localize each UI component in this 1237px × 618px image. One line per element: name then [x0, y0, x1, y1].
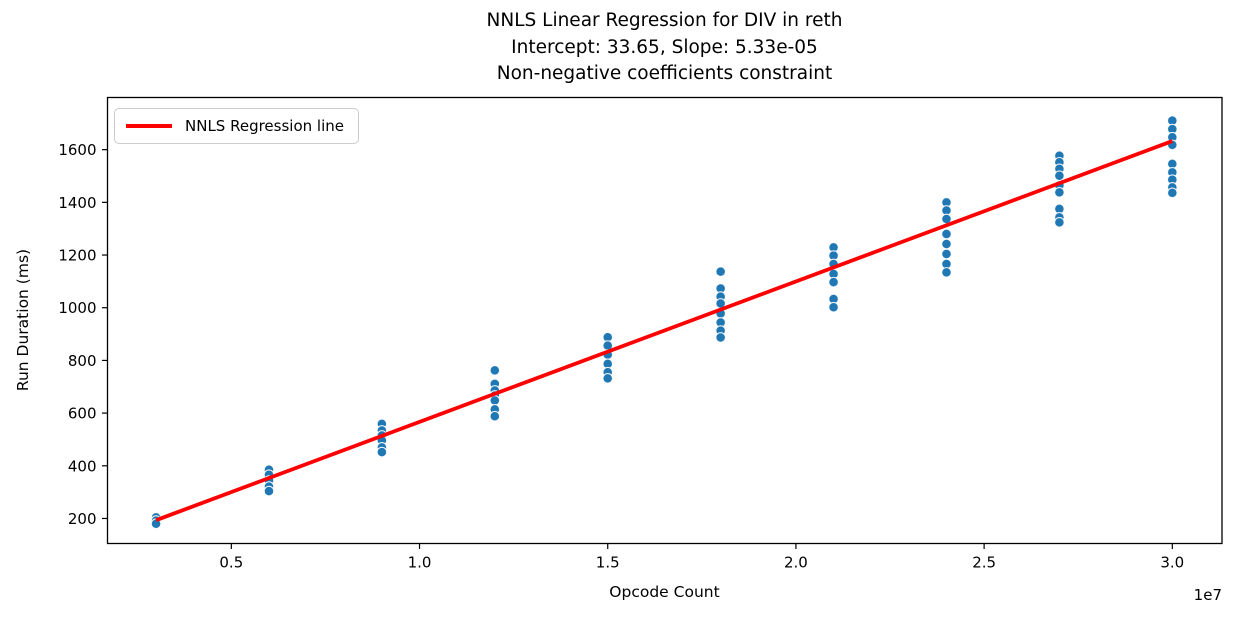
- scatter-point: [941, 228, 952, 240]
- x-tick-label: 0.5: [219, 554, 243, 572]
- y-tick-label: 200: [68, 510, 97, 528]
- chart-subtitle-coefficients: Intercept: 33.65, Slope: 5.33e-05: [511, 36, 818, 58]
- scatter-point: [941, 238, 952, 250]
- scatter-point: [715, 266, 726, 277]
- scatter-point: [263, 485, 275, 497]
- scatter-point: [828, 276, 839, 288]
- scatter-point: [1054, 186, 1065, 198]
- scatter-point: [1166, 187, 1178, 199]
- x-tick-label: 3.0: [1160, 554, 1184, 572]
- y-tick-label: 1600: [58, 141, 96, 159]
- y-tick-label: 1200: [58, 247, 96, 265]
- axes-frame: [106, 96, 1223, 545]
- scatter-point: [376, 446, 388, 458]
- x-tick-label: 1.5: [596, 554, 620, 572]
- scatter-point: [715, 332, 726, 343]
- y-tick-label: 400: [68, 457, 97, 475]
- chart-title: NNLS Linear Regression for DIV in reth: [486, 10, 843, 31]
- scatter-point: [489, 395, 501, 406]
- y-tick-label: 600: [68, 405, 97, 423]
- chart-subtitle-constraint: Non-negative coefficients constraint: [496, 63, 833, 84]
- scatter-point: [941, 267, 952, 278]
- scatter-point: [1054, 217, 1065, 228]
- x-tick-label: 2.5: [972, 554, 996, 572]
- scatter-point: [489, 410, 501, 422]
- legend: NNLS Regression line: [114, 108, 359, 144]
- legend-entry-label: NNLS Regression line: [185, 117, 344, 135]
- y-axis-label: Run Duration (ms): [14, 248, 32, 392]
- x-tick-label: 1.0: [408, 554, 432, 572]
- scatter-point: [602, 372, 614, 384]
- x-axis-label: Opcode Count: [609, 583, 720, 601]
- scatter-point: [1054, 170, 1065, 182]
- legend-line-sample: [126, 124, 172, 128]
- chart-title-block: NNLS Linear Regression for DIV in reth I…: [107, 8, 1222, 88]
- scatter-point: [941, 248, 952, 260]
- y-tick-label: 1000: [58, 299, 96, 317]
- x-axis-offset-label: 1e7: [1193, 586, 1222, 604]
- scatter-point: [489, 365, 501, 376]
- y-tick-label: 800: [68, 352, 97, 370]
- regression-line: [155, 139, 1173, 522]
- scatter-point: [828, 301, 839, 313]
- y-tick-label: 1400: [58, 194, 96, 212]
- x-tick-label: 2.0: [784, 554, 808, 572]
